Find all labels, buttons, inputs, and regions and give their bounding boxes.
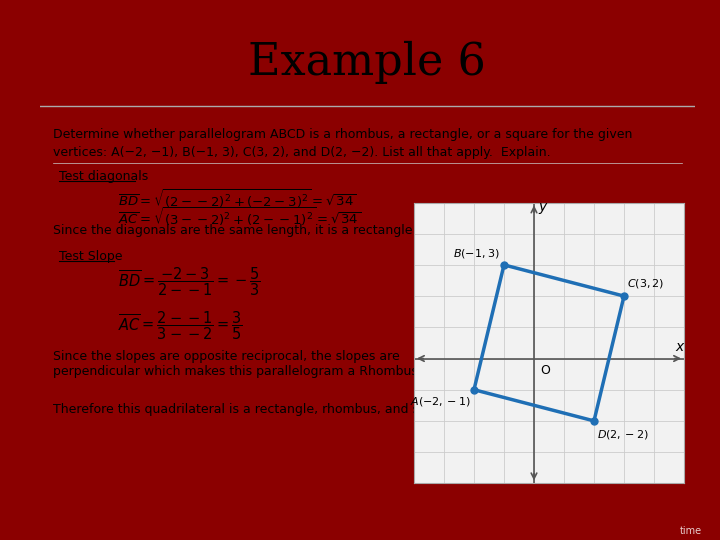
Text: $A(-2, -1)$: $A(-2, -1)$ xyxy=(410,395,471,408)
Text: $D(2, -2)$: $D(2, -2)$ xyxy=(597,428,649,441)
Text: perpendicular which makes this parallelogram a Rhombus: perpendicular which makes this parallelo… xyxy=(53,364,418,377)
Text: $B(-1, 3)$: $B(-1, 3)$ xyxy=(453,247,500,260)
Text: O: O xyxy=(541,364,550,377)
Text: $\overline{AC} = \dfrac{2 - -1}{3 - -2} = \dfrac{3}{5}$: $\overline{AC} = \dfrac{2 - -1}{3 - -2} … xyxy=(118,310,243,342)
Text: y: y xyxy=(539,200,546,214)
Text: Since the diagonals are the same length, it is a rectangle: Since the diagonals are the same length,… xyxy=(53,224,413,237)
Text: $C(3, 2)$: $C(3, 2)$ xyxy=(627,278,665,291)
Text: Since the slopes are opposite reciprocal, the slopes are: Since the slopes are opposite reciprocal… xyxy=(53,350,400,363)
Text: vertices: A(−2, −1), B(−1, 3), C(3, 2), and D(2, −2). List all that apply.  Expl: vertices: A(−2, −1), B(−1, 3), C(3, 2), … xyxy=(53,146,550,159)
Text: Therefore this quadrilateral is a rectangle, rhombus, and square: Therefore this quadrilateral is a rectan… xyxy=(53,403,455,416)
Text: $\overline{BD} = \sqrt{(2--2)^2+(-2-3)^2} = \sqrt{34}$: $\overline{BD} = \sqrt{(2--2)^2+(-2-3)^2… xyxy=(118,188,356,210)
Text: x: x xyxy=(675,340,683,354)
Text: Example 6: Example 6 xyxy=(248,41,486,84)
Text: Determine whether parallelogram ABCD is a rhombus, a rectangle, or a square for : Determine whether parallelogram ABCD is … xyxy=(53,128,632,141)
Text: time: time xyxy=(680,525,702,536)
Text: Test Slope: Test Slope xyxy=(59,250,122,263)
Text: $\overline{BD} = \dfrac{-2 - 3}{2 - -1} = -\dfrac{5}{3}$: $\overline{BD} = \dfrac{-2 - 3}{2 - -1} … xyxy=(118,266,261,299)
Text: Test diagonals: Test diagonals xyxy=(59,170,148,183)
Text: $\overline{AC} = \sqrt{(3--2)^2+(2--1)^2} = \sqrt{34}$: $\overline{AC} = \sqrt{(3--2)^2+(2--1)^2… xyxy=(118,206,361,228)
